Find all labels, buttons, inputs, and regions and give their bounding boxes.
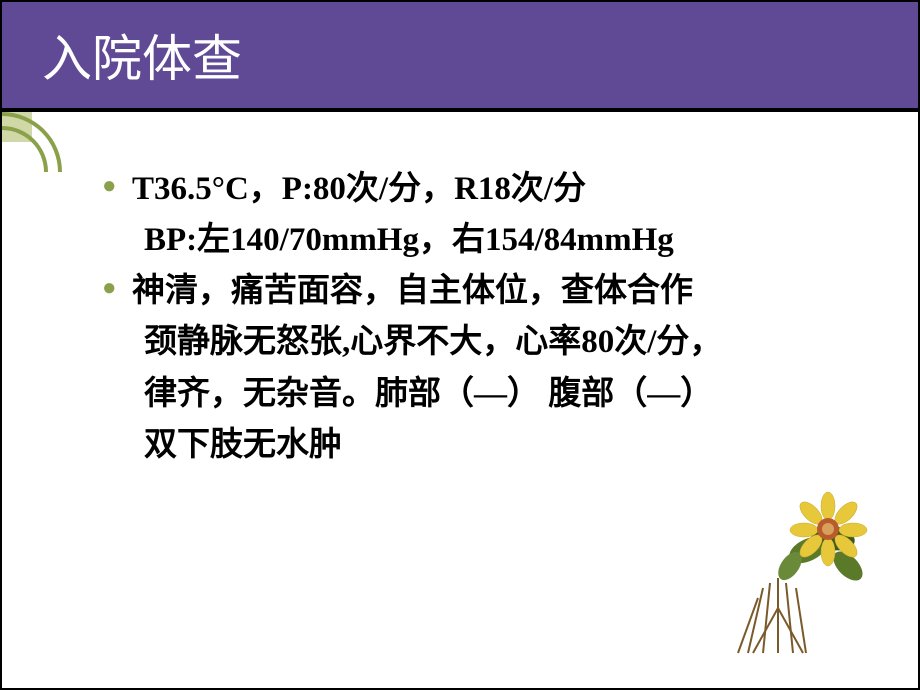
content-area: T36.5°C，P:80次/分，R18次/分 BP:左140/70mmHg，右1… — [2, 112, 918, 471]
slide-container: 入院体查 T36.5°C，P:80次/分，R18次/分 BP:左140/70mm… — [0, 0, 920, 690]
slide-title: 入院体查 — [42, 19, 242, 91]
bullet-continuation: 律齐，无杂音。肺部（—） 腹部（—） — [102, 369, 848, 420]
title-bar: 入院体查 — [2, 2, 918, 112]
bullet-continuation: 颈静脉无怒张,心界不大，心率80次/分， — [102, 317, 848, 368]
bullet-text: 神清，痛苦面容，自主体位，查体合作 — [132, 273, 693, 309]
bullet-continuation: BP:左140/70mmHg，右154/84mmHg — [102, 215, 848, 266]
corner-decoration-icon — [2, 112, 66, 176]
bullet-text: T36.5°C，P:80次/分，R18次/分 — [132, 171, 586, 207]
flower-decoration-icon — [708, 488, 878, 658]
bullet-item: T36.5°C，P:80次/分，R18次/分 — [102, 164, 848, 215]
bullet-continuation: 双下肢无水肿 — [102, 420, 848, 471]
bullet-item: 神清，痛苦面容，自主体位，查体合作 — [102, 266, 848, 317]
